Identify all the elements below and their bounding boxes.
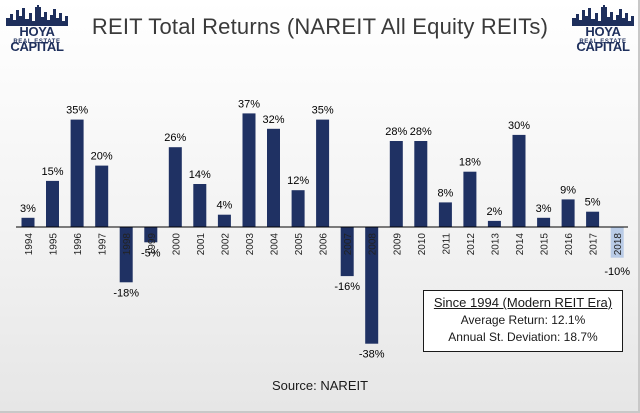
brand-logo-right: HOYA CAPITAL REAL ESTATE [570, 4, 636, 54]
bar-2017 [586, 211, 600, 227]
chart-title: REIT Total Returns (NAREIT All Equity RE… [91, 14, 549, 39]
skyline-icon [572, 5, 634, 26]
data-label-2004: 32% [262, 114, 284, 126]
stats-heading: Since 1994 (Modern REIT Era) [433, 295, 613, 310]
data-label-2007: -16% [334, 281, 360, 293]
bar-2013 [487, 220, 501, 227]
bar-2014 [512, 134, 526, 227]
tick-label-1996: 1996 [73, 233, 84, 256]
data-label-2016: 9% [560, 184, 576, 196]
data-label-1996: 35% [66, 105, 88, 117]
brand-logo-left: HOYA CAPITAL REAL ESTATE [4, 4, 70, 54]
tick-label-1998: 1998 [122, 233, 133, 256]
data-label-2009: 28% [385, 126, 407, 138]
tick-label-2000: 2000 [171, 233, 182, 256]
data-label-2015: 3% [536, 203, 552, 215]
tick-label-2006: 2006 [319, 233, 330, 256]
bar-2003 [242, 113, 256, 227]
data-label-2011: 8% [437, 187, 453, 199]
bar-2010 [414, 141, 428, 227]
tick-label-1995: 1995 [49, 233, 60, 256]
bar-2011 [438, 202, 452, 227]
bar-2004 [267, 128, 280, 227]
bar-2000 [168, 147, 182, 227]
tick-label-2015: 2015 [540, 233, 551, 256]
bar-2005 [291, 190, 305, 227]
tick-label-2005: 2005 [294, 233, 305, 256]
data-label-2001: 14% [189, 169, 211, 181]
tick-label-2007: 2007 [343, 233, 354, 256]
tick-label-1999: 1999 [147, 233, 158, 256]
data-label-1999: -5% [141, 247, 161, 259]
logo-brand-text: HOYA CAPITAL [10, 24, 64, 54]
tick-label-2002: 2002 [220, 233, 231, 256]
bar-2016 [561, 199, 575, 227]
bar-2002 [217, 214, 231, 227]
bar-1995 [46, 180, 59, 227]
data-label-2002: 4% [216, 200, 232, 212]
bar-2009 [389, 141, 403, 227]
tick-label-2016: 2016 [564, 233, 575, 256]
logo-brand-text: HOYA CAPITAL [576, 24, 630, 54]
data-label-2010: 28% [410, 126, 432, 138]
bar-2006 [316, 119, 330, 227]
bar-1998 [119, 227, 133, 283]
tick-label-2009: 2009 [392, 233, 403, 256]
data-label-1995: 15% [41, 166, 63, 178]
stats-std-deviation: Annual St. Deviation: 18.7% [448, 330, 598, 344]
data-label-2006: 35% [312, 105, 334, 117]
stats-box: Since 1994 (Modern REIT Era) Average Ret… [423, 290, 623, 352]
data-label-1997: 20% [91, 151, 113, 163]
data-label-2013: 2% [486, 206, 502, 218]
data-label-2012: 18% [459, 157, 481, 169]
logo-sub-text: REAL ESTATE [13, 39, 61, 45]
data-label-1998: -18% [113, 287, 139, 299]
tick-label-2017: 2017 [589, 233, 600, 256]
data-label-2017: 5% [585, 197, 601, 209]
tick-label-2008: 2008 [368, 233, 379, 256]
data-label-2008: -38% [359, 349, 385, 361]
tick-label-2012: 2012 [466, 233, 477, 256]
bar-2012 [463, 171, 477, 227]
bar-2018 [610, 227, 624, 258]
tick-label-2018: 2018 [613, 233, 624, 256]
bar-1999 [144, 227, 158, 243]
bar-1997 [95, 165, 109, 227]
tick-label-2004: 2004 [270, 233, 281, 256]
bar-2007 [340, 227, 354, 277]
data-label-2018: -10% [604, 266, 630, 278]
data-label-2014: 30% [508, 120, 530, 132]
data-label-2003: 37% [238, 98, 260, 110]
tick-label-2003: 2003 [245, 233, 256, 256]
tick-label-2011: 2011 [441, 233, 452, 255]
tick-label-2001: 2001 [196, 233, 207, 256]
tick-label-1994: 1994 [24, 233, 35, 256]
logo-sub-text: REAL ESTATE [579, 39, 627, 45]
tick-label-2010: 2010 [417, 233, 428, 256]
skyline-icon [6, 5, 68, 26]
tick-label-2013: 2013 [490, 233, 501, 256]
tick-label-2014: 2014 [515, 233, 526, 256]
data-label-2000: 26% [164, 132, 186, 144]
stats-average-return: Average Return: 12.1% [460, 313, 586, 327]
bar-2015 [537, 217, 551, 227]
bar-2001 [193, 184, 207, 227]
tick-label-1997: 1997 [98, 233, 109, 256]
source-note: Source: NAREIT [271, 378, 369, 393]
bar-1996 [70, 119, 84, 227]
data-label-2005: 12% [287, 175, 309, 187]
bar-1994 [21, 217, 35, 227]
data-label-1994: 3% [20, 203, 36, 215]
bar-2008 [365, 227, 379, 344]
